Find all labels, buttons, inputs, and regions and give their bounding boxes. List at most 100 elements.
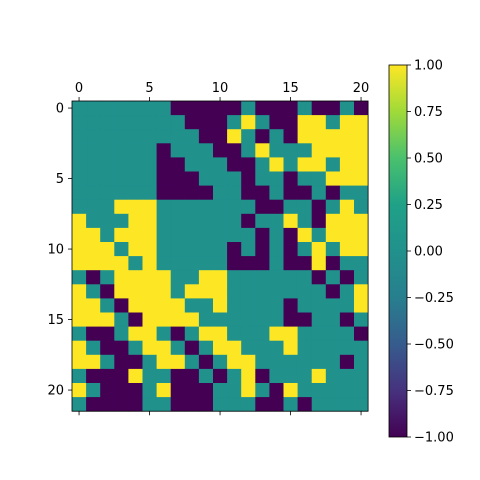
heatmap-cell <box>354 199 369 215</box>
heatmap-cell <box>184 185 200 201</box>
heatmap-cell <box>100 368 115 384</box>
heatmap-cell <box>184 284 200 299</box>
heatmap-cell <box>255 383 270 398</box>
heatmap-cell <box>297 326 313 342</box>
heatmap-cell <box>198 129 214 144</box>
heatmap-cell <box>72 185 87 201</box>
heatmap-cell <box>283 298 298 313</box>
heatmap-cell <box>297 354 313 370</box>
heatmap-cell <box>86 171 101 186</box>
heatmap-cell <box>297 213 313 229</box>
heatmap-cell <box>184 227 200 243</box>
heatmap-cell <box>311 129 327 144</box>
x-tick-label: 10 <box>212 81 229 96</box>
heatmap-cell <box>269 284 284 299</box>
heatmap-cell <box>156 284 172 299</box>
heatmap-cell <box>128 397 143 412</box>
heatmap-cell <box>114 284 129 299</box>
heatmap-cell <box>339 368 355 384</box>
heatmap-cell <box>100 242 115 257</box>
heatmap-cell <box>269 101 284 116</box>
heatmap-cell <box>297 340 313 356</box>
heatmap-cell <box>86 143 101 158</box>
heatmap-cell <box>227 368 242 384</box>
heatmap-cells <box>72 101 369 412</box>
heatmap-cell <box>170 256 186 271</box>
heatmap-cell <box>170 143 186 158</box>
heatmap-cell <box>213 270 228 285</box>
heatmap-cell <box>128 115 143 130</box>
heatmap-cell <box>339 101 355 116</box>
heatmap-cell <box>255 213 270 229</box>
heatmap-cell <box>213 227 228 243</box>
heatmap-cell <box>156 312 172 327</box>
heatmap-cell <box>269 383 284 398</box>
heatmap-cell <box>100 101 115 116</box>
heatmap-cell <box>170 242 186 257</box>
heatmap-cell <box>269 340 284 356</box>
heatmap-cell <box>128 157 143 172</box>
heatmap-cell <box>142 270 157 285</box>
heatmap-cell <box>325 213 341 229</box>
heatmap-cell <box>198 199 214 215</box>
heatmap-cell <box>283 312 298 327</box>
heatmap-cell <box>311 227 327 243</box>
heatmap-cell <box>297 270 313 285</box>
heatmap-cell <box>283 115 298 130</box>
heatmap-cell <box>325 354 341 370</box>
heatmap-cell <box>198 368 214 384</box>
heatmap-cell <box>213 340 228 356</box>
heatmap-cell <box>325 101 341 116</box>
heatmap-cell <box>339 354 355 370</box>
heatmap-cell <box>297 185 313 201</box>
heatmap-cell <box>156 213 172 229</box>
heatmap-cell <box>86 115 101 130</box>
heatmap-cell <box>255 157 270 172</box>
heatmap-cell <box>156 185 172 201</box>
heatmap-cell <box>354 312 369 327</box>
heatmap-cell <box>100 185 115 201</box>
heatmap-cell <box>241 340 256 356</box>
heatmap-cell <box>241 101 256 116</box>
heatmap-cell <box>339 171 355 186</box>
heatmap-cell <box>72 397 87 412</box>
heatmap-cell <box>325 115 341 130</box>
heatmap-cell <box>100 213 115 229</box>
heatmap-cell <box>86 227 101 243</box>
heatmap-cell <box>325 242 341 257</box>
heatmap-cell <box>100 298 115 313</box>
heatmap-cell <box>269 242 284 257</box>
heatmap-cell <box>339 143 355 158</box>
heatmap-cell <box>269 397 284 412</box>
heatmap-cell <box>241 326 256 342</box>
heatmap-cell <box>227 256 242 271</box>
heatmap-cell <box>142 157 157 172</box>
heatmap-cell <box>72 115 87 130</box>
heatmap-cell <box>255 270 270 285</box>
heatmap-cell <box>156 340 172 356</box>
heatmap-cell <box>311 213 327 229</box>
heatmap-cell <box>255 397 270 412</box>
heatmap-cell <box>269 354 284 370</box>
heatmap-cell <box>114 397 129 412</box>
heatmap-cell <box>269 157 284 172</box>
heatmap-cell <box>283 199 298 215</box>
heatmap-cell <box>184 199 200 215</box>
heatmap-cell <box>142 115 157 130</box>
heatmap-cell <box>213 383 228 398</box>
heatmap-cell <box>339 340 355 356</box>
heatmap-cell <box>142 326 157 342</box>
heatmap-cell <box>86 242 101 257</box>
heatmap-cell <box>297 157 313 172</box>
heatmap-cell <box>72 270 87 285</box>
heatmap-cell <box>297 368 313 384</box>
heatmap-cell <box>297 242 313 257</box>
heatmap-cell <box>86 256 101 271</box>
heatmap-cell <box>213 171 228 186</box>
heatmap-cell <box>128 227 143 243</box>
heatmap-cell <box>198 326 214 342</box>
heatmap-cell <box>311 171 327 186</box>
heatmap-cell <box>170 199 186 215</box>
heatmap-cell <box>100 157 115 172</box>
heatmap-cell <box>170 115 186 130</box>
